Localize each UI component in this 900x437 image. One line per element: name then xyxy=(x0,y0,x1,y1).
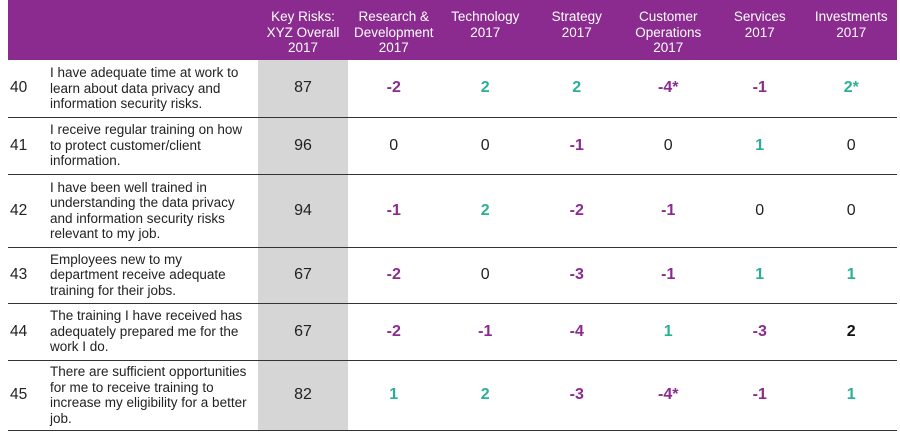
dept-value: -3 xyxy=(752,322,767,340)
question-text: I have adequate time at work to learn ab… xyxy=(50,65,239,111)
dept-value: 2 xyxy=(480,386,490,403)
dept-value: 0 xyxy=(755,201,765,219)
dept-value: 2 xyxy=(846,322,856,340)
question-text: I have been well trained in understandin… xyxy=(50,179,235,242)
dept-value: 2 xyxy=(480,201,490,219)
row-number: 42 xyxy=(10,201,28,219)
column-header: Investments 2017 xyxy=(805,0,897,60)
question-text: There are sufficient opportunities for m… xyxy=(50,364,247,426)
dept-value: 1 xyxy=(755,266,765,283)
dept-value: 1 xyxy=(846,386,856,403)
dept-value: -4 xyxy=(569,322,584,340)
column-header: Research & Development 2017 xyxy=(348,0,440,60)
dept-value: 2 xyxy=(480,79,490,97)
survey-results-table: Key Risks: XYZ Overall 2017 Research & D… xyxy=(8,0,897,431)
dept-value: -2 xyxy=(569,201,584,219)
question-text: I receive regular training on how to pro… xyxy=(50,122,243,169)
dept-value: -1 xyxy=(661,201,676,219)
row-number: 44 xyxy=(10,322,28,340)
table-row: 41 I receive regular training on how to … xyxy=(8,117,897,174)
dept-value: -1 xyxy=(752,79,767,97)
dept-value: -3 xyxy=(569,266,584,283)
table-row: 42 I have been well trained in understan… xyxy=(8,174,897,247)
column-header: Technology 2017 xyxy=(439,0,531,60)
dept-value: 0 xyxy=(663,136,673,154)
dept-value: -2 xyxy=(386,79,401,97)
table-row: 44 The training I have received has adeq… xyxy=(8,303,897,360)
column-header: Customer Operations 2017 xyxy=(622,0,714,60)
row-number: 45 xyxy=(10,386,28,403)
dept-value: -1 xyxy=(478,322,493,340)
overall-score: 87 xyxy=(258,60,348,117)
dept-value: 1 xyxy=(663,322,673,340)
overall-score: 67 xyxy=(258,303,348,360)
dept-value: -2 xyxy=(386,322,401,340)
dept-value: 1 xyxy=(846,266,856,283)
dept-value: -4* xyxy=(658,386,679,403)
header-blank-question xyxy=(48,0,258,60)
dept-value: -1 xyxy=(752,386,767,403)
column-header: Key Risks: XYZ Overall 2017 xyxy=(258,0,348,60)
header-row: Key Risks: XYZ Overall 2017 Research & D… xyxy=(8,0,897,60)
row-number: 40 xyxy=(10,79,28,97)
row-number: 41 xyxy=(10,136,28,154)
dept-value: -3 xyxy=(569,386,584,403)
header-blank-num xyxy=(8,0,48,60)
column-header: Strategy 2017 xyxy=(531,0,623,60)
question-text: The training I have received has adequat… xyxy=(50,308,243,355)
dept-value: 0 xyxy=(846,201,856,219)
dept-value: 0 xyxy=(846,136,856,154)
overall-score: 82 xyxy=(258,360,348,430)
table-row: 45 There are sufficient opportunities fo… xyxy=(8,360,897,430)
dept-value: -2 xyxy=(386,266,401,283)
overall-score: 94 xyxy=(258,174,348,247)
dept-value: 2* xyxy=(843,79,859,97)
dept-value: -1 xyxy=(661,266,676,283)
row-number: 43 xyxy=(10,266,28,283)
dept-value: 0 xyxy=(480,266,490,283)
column-header: Services 2017 xyxy=(714,0,806,60)
dept-value: 0 xyxy=(389,136,399,154)
dept-value: 1 xyxy=(755,136,765,154)
dept-value: 1 xyxy=(389,386,399,403)
table-row: 40 I have adequate time at work to learn… xyxy=(8,60,897,117)
question-text: Employees new to my department receive a… xyxy=(50,251,226,298)
table-row: 43 Employees new to my department receiv… xyxy=(8,247,897,303)
dept-value: -1 xyxy=(386,201,401,219)
dept-value: -4* xyxy=(658,79,679,97)
dept-value: 0 xyxy=(480,136,490,154)
dept-value: 2 xyxy=(572,79,582,97)
overall-score: 96 xyxy=(258,117,348,174)
overall-score: 67 xyxy=(258,247,348,303)
dept-value: -1 xyxy=(569,136,584,154)
